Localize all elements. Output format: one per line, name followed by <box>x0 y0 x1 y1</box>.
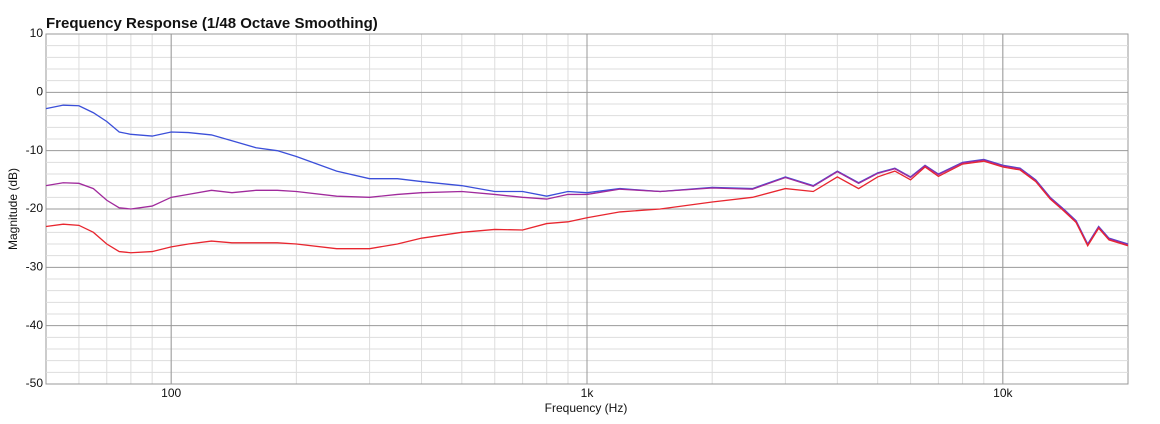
y-tick-label: -10 <box>26 143 44 157</box>
chart-title: Frequency Response (1/48 Octave Smoothin… <box>46 15 378 32</box>
y-tick-label: -50 <box>26 376 44 390</box>
x-tick-label: 1k <box>581 386 595 400</box>
series-line <box>45 160 1129 254</box>
x-tick-label: 10k <box>993 386 1013 400</box>
y-tick-label: 0 <box>36 85 43 99</box>
y-tick-label: -20 <box>26 201 44 215</box>
x-axis-label: Frequency (Hz) <box>545 401 628 415</box>
x-tick-label: 100 <box>161 386 181 400</box>
y-axis-label: Magnitude (dB) <box>6 168 20 250</box>
series-line <box>45 159 1129 246</box>
y-tick-label: -30 <box>26 260 44 274</box>
y-tick-label: -40 <box>26 318 44 332</box>
y-tick-label: 10 <box>30 26 44 40</box>
